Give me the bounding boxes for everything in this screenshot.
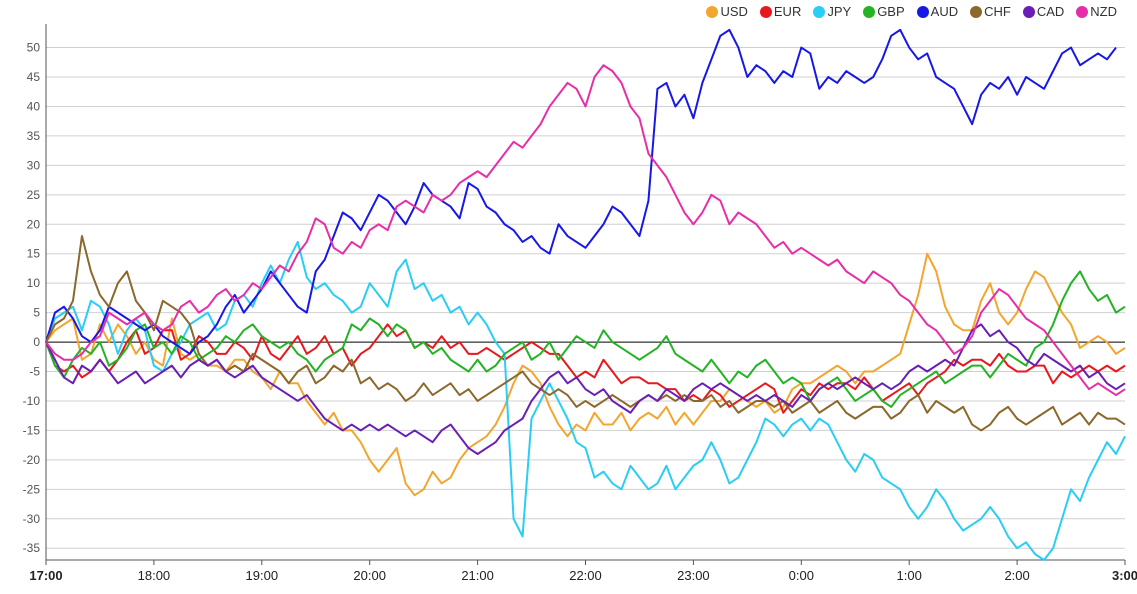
y-tick-label: 10 [27,276,41,290]
y-tick-label: -10 [23,394,41,408]
y-tick-label: -35 [23,541,41,555]
legend-swatch [813,6,825,18]
legend-swatch [706,6,718,18]
legend-item-cad[interactable]: CAD [1023,4,1064,19]
legend-label: NZD [1090,4,1117,19]
legend-label: EUR [774,4,801,19]
y-tick-label: -20 [23,453,41,467]
legend-item-gbp[interactable]: GBP [863,4,904,19]
legend-item-chf[interactable]: CHF [970,4,1011,19]
currency-strength-chart: USD EUR JPY GBP AUD CHF CAD NZD -35 -30 -25 -20 -15… [0,0,1137,594]
legend-swatch [1023,6,1035,18]
legend-label: GBP [877,4,904,19]
y-tick-label: 25 [27,188,41,202]
legend-item-eur[interactable]: EUR [760,4,801,19]
series-aud [46,30,1116,354]
series-usd [46,254,1125,495]
legend-swatch [760,6,772,18]
legend-item-jpy[interactable]: JPY [813,4,851,19]
legend-item-aud[interactable]: AUD [917,4,958,19]
y-tick-label: 40 [27,99,41,113]
series-nzd [46,65,1125,395]
legend-label: JPY [827,4,851,19]
series-eur [46,324,1125,412]
y-tick-label: -5 [29,365,40,379]
legend-swatch [1076,6,1088,18]
y-tick-label: 20 [27,217,41,231]
series-cad [46,324,1125,454]
x-tick-label: 23:00 [677,568,710,583]
y-tick-label: -30 [23,512,41,526]
legend-swatch [917,6,929,18]
legend-label: CHF [984,4,1011,19]
y-tick-label: 5 [33,306,40,320]
chart-svg: -35 -30 -25 -20 -15 -10 -5 0 5 10 15 20 25 30 35 40 45 50… [0,0,1137,594]
legend-item-usd[interactable]: USD [706,4,747,19]
y-tick-label: 50 [27,41,41,55]
y-tick-label: 0 [33,335,40,349]
legend-label: USD [720,4,747,19]
x-tick-label: 20:00 [353,568,386,583]
y-tick-label: 45 [27,70,41,84]
legend-swatch [970,6,982,18]
legend-swatch [863,6,875,18]
legend-item-nzd[interactable]: NZD [1076,4,1117,19]
y-tick-label: 35 [27,129,41,143]
y-tick-label: 30 [27,158,41,172]
y-tick-label: -15 [23,423,41,437]
legend-label: CAD [1037,4,1064,19]
series-gbp [46,271,1125,406]
x-tick-label: 21:00 [461,568,494,583]
x-tick-label: 0:00 [789,568,814,583]
x-tick-label: 18:00 [138,568,171,583]
legend-label: AUD [931,4,958,19]
y-tick-label: 15 [27,247,41,261]
x-tick-label: 2:00 [1004,568,1029,583]
x-tick-label: 17:00 [29,568,62,583]
x-tick-label: 3:00 [1112,568,1137,583]
chart-legend: USD EUR JPY GBP AUD CHF CAD NZD [706,4,1117,19]
y-tick-label: -25 [23,482,41,496]
x-tick-label: 19:00 [246,568,279,583]
x-tick-label: 22:00 [569,568,602,583]
x-tick-label: 1:00 [897,568,922,583]
